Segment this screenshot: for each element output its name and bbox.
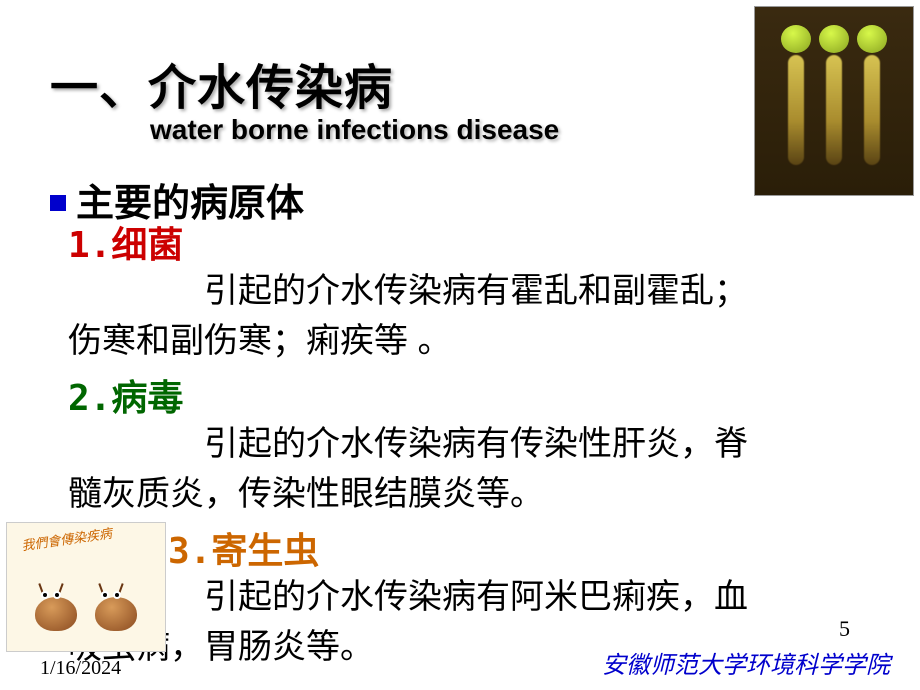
item-3-num: 3. (168, 531, 211, 572)
item-1-desc-l2: 伤寒和副伤寒；痢疾等 。 (68, 320, 880, 364)
larvae-image (754, 6, 914, 196)
title-block: 一、介水传染病 water borne infections disease (50, 48, 559, 146)
item-2-head: 2.病毒 (68, 369, 880, 421)
item-1-name: 细菌 (111, 225, 183, 266)
footer-date: 1/16/2024 (40, 657, 121, 680)
bug-icon (25, 587, 85, 637)
item-3-name: 寄生虫 (211, 531, 319, 572)
larva-icon (857, 25, 887, 175)
bug-icon (85, 587, 145, 637)
item-3-head: 3.寄生虫 (168, 522, 880, 574)
item-3-desc-l1: 引起的介水传染病有阿米巴痢疾，血 (68, 576, 880, 620)
page-number: 5 (839, 616, 850, 642)
footer-organization: 安徽师范大学环境科学学院 (602, 645, 890, 680)
cartoon-bugs-image: 我們會傳染疾病 (6, 522, 166, 652)
item-1-desc-l1: 引起的介水传染病有霍乱和副霍乱； (68, 270, 880, 314)
slide-title: 一、介水传染病 (50, 48, 559, 118)
item-2-desc-l2: 髓灰质炎，传染性眼结膜炎等。 (68, 473, 880, 517)
slide-subtitle: water borne infections disease (150, 114, 559, 146)
item-2-num: 2. (68, 378, 111, 419)
content-list: 1.细菌 引起的介水传染病有霍乱和副霍乱； 伤寒和副伤寒；痢疾等 。 2.病毒 … (68, 216, 880, 675)
larva-icon (781, 25, 811, 175)
item-1-head: 1.细菌 (68, 216, 880, 268)
cartoon-banner-text: 我們會傳染疾病 (20, 523, 113, 554)
bullet-icon (50, 195, 66, 211)
item-2-name: 病毒 (111, 378, 183, 419)
item-1-num: 1. (68, 225, 111, 266)
larva-icon (819, 25, 849, 175)
item-2-desc-l1: 引起的介水传染病有传染性肝炎，脊 (68, 423, 880, 467)
